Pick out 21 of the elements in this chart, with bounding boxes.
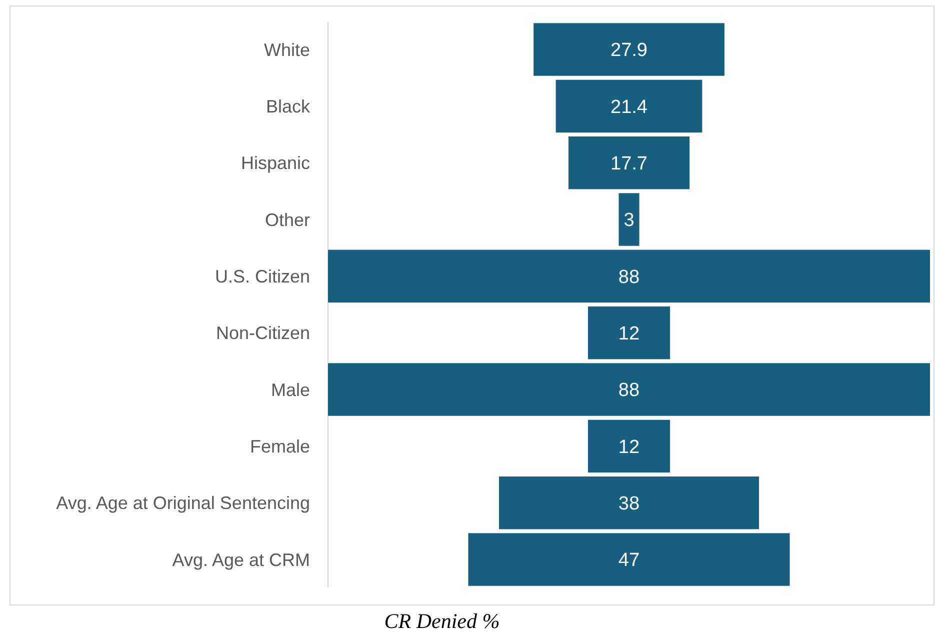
category-label: Black — [266, 96, 311, 116]
data-label: 88 — [618, 380, 640, 402]
category-label: U.S. Citizen — [214, 266, 310, 286]
category-label: Female — [250, 436, 310, 456]
data-label: 12 — [618, 436, 640, 458]
category-label: Avg. Age at CRM — [172, 550, 310, 570]
text: CR Denied % — [384, 609, 500, 633]
data-label: 12 — [618, 323, 640, 344]
category-label: Other — [264, 210, 310, 230]
category-label: White — [264, 40, 310, 60]
data-label: 21.4 — [610, 96, 648, 118]
data-label: 17.7 — [610, 153, 648, 174]
category-label: Non-Citizen — [216, 323, 310, 344]
data-label: 38 — [618, 493, 640, 514]
category-label: Avg. Age at Original Sentencing — [56, 493, 310, 514]
data-label: 88 — [618, 266, 640, 288]
data-label: 3 — [624, 210, 634, 232]
data-label: 47 — [618, 550, 640, 572]
category-label: Hispanic — [240, 153, 310, 174]
data-label: 27.9 — [610, 40, 648, 62]
category-label: Male — [270, 380, 310, 400]
